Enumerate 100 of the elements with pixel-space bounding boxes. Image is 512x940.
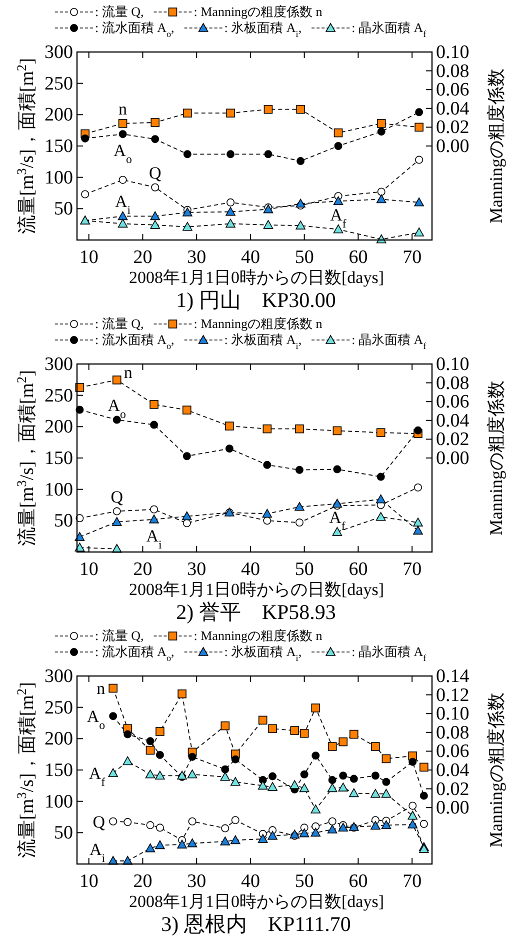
point [182, 452, 191, 460]
point [81, 190, 90, 198]
point [419, 844, 429, 853]
y2-axis-title: Manningの粗度係数 [486, 692, 506, 848]
point [220, 836, 230, 846]
y2-tick-label: 0.10 [436, 354, 470, 375]
point [332, 527, 342, 536]
point [221, 824, 230, 832]
point [118, 119, 128, 128]
point [381, 788, 392, 798]
x-tick-label: 60 [348, 559, 368, 580]
point [122, 756, 133, 766]
point [182, 406, 192, 414]
point [376, 119, 386, 128]
point [415, 156, 424, 164]
point [149, 514, 159, 524]
point [415, 108, 424, 116]
point [112, 517, 122, 526]
y2-tick-label: 0.10 [436, 42, 470, 63]
x-tick-label: 30 [187, 559, 206, 580]
point [258, 716, 268, 725]
point [376, 512, 386, 521]
point [263, 220, 274, 229]
point [268, 772, 277, 780]
point [188, 817, 196, 826]
point [299, 783, 310, 792]
point [226, 198, 235, 206]
point [150, 211, 160, 220]
y-tick-label: 250 [44, 73, 73, 94]
point [420, 762, 428, 772]
point [296, 220, 306, 230]
point [225, 422, 234, 430]
y-tick-label: 100 [44, 167, 73, 188]
point [262, 424, 272, 434]
annotation: A$_{i}$ [114, 192, 132, 218]
point [182, 222, 192, 231]
x-tick-label: 60 [348, 247, 368, 268]
y-tick-label: 200 [44, 104, 73, 126]
point [226, 218, 236, 228]
y-tick-label: 100 [44, 479, 73, 500]
point [376, 234, 386, 244]
point [226, 108, 235, 118]
point [258, 834, 268, 843]
point [118, 130, 127, 138]
point [156, 727, 164, 736]
point [187, 838, 198, 848]
y2-tick-label: 0.00 [436, 448, 470, 469]
y-tick-label: 250 [44, 697, 73, 718]
y2-tick-label: 0.04 [436, 410, 470, 432]
y-tick-label: 50 [54, 510, 73, 532]
x-tick-label: 70 [402, 247, 422, 268]
point [408, 802, 417, 810]
point [338, 782, 348, 792]
legend-label: : 晶氷面積 A$_{f}$ [352, 20, 428, 39]
y2-tick-label: 0.04 [436, 98, 470, 120]
point [371, 772, 380, 780]
point [182, 208, 192, 216]
point [328, 817, 336, 826]
point [231, 755, 240, 764]
point [295, 424, 304, 434]
point [382, 778, 390, 786]
point [334, 142, 342, 150]
point [178, 689, 186, 698]
point [338, 737, 348, 746]
x-tick-label: 70 [402, 559, 422, 580]
annotation: A$_{o}$ [114, 141, 132, 166]
point [182, 511, 192, 520]
point [151, 183, 160, 192]
y-tick-label: 150 [44, 760, 73, 781]
legend-label: : 流水面積 A$_{o}$, [95, 644, 174, 663]
point [348, 788, 359, 798]
x-tick-label: 40 [240, 559, 260, 580]
point [414, 198, 424, 206]
point [311, 704, 320, 712]
x-tick-label: 10 [79, 559, 98, 580]
point [290, 726, 300, 735]
point [112, 507, 121, 516]
x-tick-label: 20 [133, 871, 152, 892]
point [258, 780, 268, 790]
point [226, 150, 235, 158]
y-tick-label: 100 [44, 791, 73, 812]
point [327, 783, 338, 792]
point [145, 843, 156, 852]
y-tick-label: 300 [44, 666, 73, 687]
point [408, 820, 418, 828]
point [294, 502, 304, 511]
point [150, 400, 158, 409]
text: 2) 誉平 KP58.93 [176, 600, 336, 624]
x-tick-label: 60 [348, 871, 368, 892]
annotation: n [124, 362, 133, 382]
legend-label: : Manningの粗度係数 n [194, 4, 323, 19]
point [263, 460, 272, 469]
annotation: A$_{o}$ [108, 396, 126, 421]
legend-label: : 氷板面積 A$_{i}$, [224, 644, 302, 663]
legend-label: : 晶氷面積 A$_{f}$ [352, 332, 428, 351]
point [263, 516, 272, 525]
y2-tick-label: 0.14 [436, 666, 470, 687]
y-tick-label: 50 [54, 198, 73, 220]
y-tick-label: 200 [44, 416, 73, 438]
point [414, 122, 424, 132]
